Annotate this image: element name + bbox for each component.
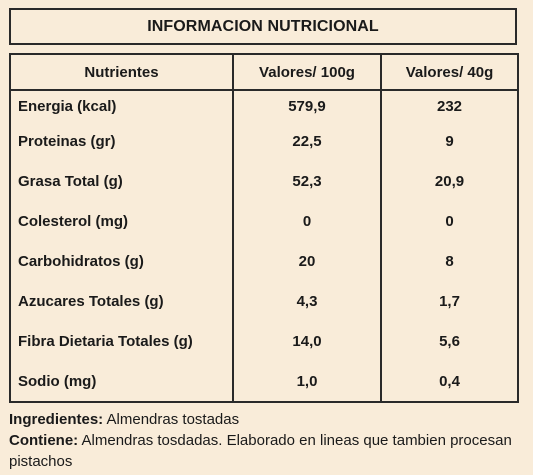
nutrient-name: Sodio (mg) (9, 361, 234, 403)
nutrition-title: INFORMACION NUTRICIONAL (9, 8, 517, 45)
contains-text: Almendras tosdadas. Elaborado en lineas … (9, 432, 512, 470)
header-nutrientes: Nutrientes (9, 53, 234, 91)
table-row: Grasa Total (g) 52,3 20,9 (9, 161, 519, 201)
nutrient-name: Energia (kcal) (9, 90, 234, 121)
value-40g: 0,4 (380, 361, 519, 403)
value-40g: 5,6 (380, 321, 519, 361)
value-100g: 52,3 (232, 161, 382, 201)
value-40g: 1,7 (380, 281, 519, 321)
contains-line: Contiene: Almendras tosdadas. Elaborado … (9, 430, 529, 472)
nutrient-name: Azucares Totales (g) (9, 281, 234, 321)
table-header-row: Nutrientes Valores/ 100g Valores/ 40g (9, 53, 519, 91)
ingredients-line: Ingredientes: Almendras tostadas (9, 409, 529, 430)
ingredients-label: Ingredientes: (9, 411, 104, 428)
value-100g: 20 (232, 241, 382, 281)
nutrient-name: Fibra Dietaria Totales (g) (9, 321, 234, 361)
table-row: Proteinas (gr) 22,5 9 (9, 121, 519, 161)
ingredients-text: Almendras tostadas (106, 411, 240, 428)
value-40g: 20,9 (380, 161, 519, 201)
value-100g: 1,0 (232, 361, 382, 403)
value-100g: 22,5 (232, 121, 382, 161)
value-100g: 4,3 (232, 281, 382, 321)
value-100g: 579,9 (232, 90, 382, 121)
value-40g: 0 (380, 201, 519, 241)
table-row: Sodio (mg) 1,0 0,4 (9, 361, 519, 403)
contains-label: Contiene: (9, 432, 79, 449)
value-40g: 9 (380, 121, 519, 161)
nutrient-name: Proteinas (gr) (9, 121, 234, 161)
table-row: Azucares Totales (g) 4,3 1,7 (9, 281, 519, 321)
value-40g: 232 (380, 90, 519, 121)
table-row: Colesterol (mg) 0 0 (9, 201, 519, 241)
header-valores-40g: Valores/ 40g (380, 53, 519, 91)
table-row: Fibra Dietaria Totales (g) 14,0 5,6 (9, 321, 519, 361)
nutrition-table: Nutrientes Valores/ 100g Valores/ 40g En… (9, 53, 519, 403)
table-row: Energia (kcal) 579,9 232 (9, 90, 519, 121)
value-40g: 8 (380, 241, 519, 281)
product-footer: Ingredientes: Almendras tostadas Contien… (9, 409, 529, 472)
nutrient-name: Colesterol (mg) (9, 201, 234, 241)
value-100g: 0 (232, 201, 382, 241)
header-valores-100g: Valores/ 100g (232, 53, 382, 91)
nutrient-name: Grasa Total (g) (9, 161, 234, 201)
value-100g: 14,0 (232, 321, 382, 361)
nutrient-name: Carbohidratos (g) (9, 241, 234, 281)
table-row: Carbohidratos (g) 20 8 (9, 241, 519, 281)
